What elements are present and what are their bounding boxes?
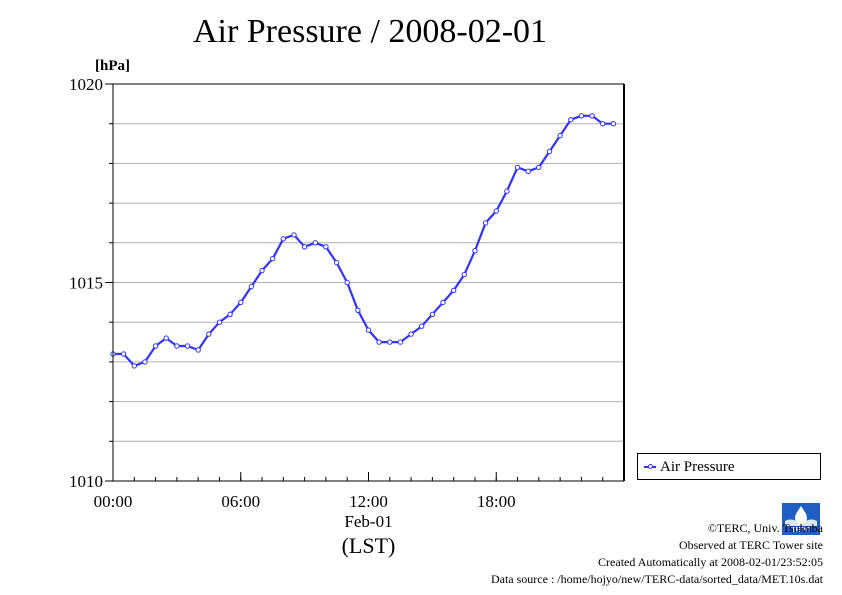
- data-point: [301, 244, 308, 250]
- data-point: [472, 248, 478, 254]
- data-point: [440, 299, 446, 306]
- logo-text: TERC: [791, 527, 811, 534]
- x-tick-label: 00:00: [94, 492, 133, 511]
- data-point: [280, 236, 286, 242]
- x-tick-label: 12:00: [349, 492, 388, 511]
- data-point: [152, 343, 159, 349]
- data-point: [248, 283, 255, 290]
- credits: ©TERC, Univ. Tsukuba Observed at TERC To…: [491, 520, 823, 588]
- data-point: [344, 279, 350, 286]
- data-point: [238, 299, 244, 306]
- data-point: [504, 188, 510, 194]
- created-text: Created Automatically at 2008-02-01/23:5…: [598, 555, 823, 569]
- data-point: [142, 359, 148, 365]
- axes: 1010 1015 1020[hPa] 00:00 06:00 12:00 18:00 Feb…: [69, 58, 625, 558]
- data-point: [568, 117, 574, 123]
- data-point: [259, 267, 265, 274]
- legend-label: Air Pressure: [660, 459, 735, 475]
- data-point: [206, 331, 212, 337]
- data-point: [536, 164, 542, 171]
- data-point: [131, 363, 138, 369]
- data-point: [323, 244, 329, 250]
- data-point: [376, 339, 382, 345]
- x-tick-label: 06:00: [221, 492, 260, 511]
- data-point: [514, 164, 521, 171]
- data-point: [365, 327, 372, 333]
- x-date-label: Feb-01: [344, 512, 392, 531]
- y-axis-label: [hPa]: [95, 58, 130, 74]
- data-point: [482, 220, 489, 226]
- data-point: [291, 232, 297, 238]
- data-point: [120, 351, 127, 357]
- data-point: [397, 339, 404, 345]
- data-point: [451, 287, 457, 294]
- data-point: [387, 339, 393, 345]
- observed-text: Observed at TERC Tower site: [678, 538, 823, 552]
- data-point: [578, 113, 585, 119]
- data-point: [333, 259, 340, 266]
- data-point: [429, 311, 436, 317]
- series-layer: [110, 113, 617, 369]
- data-point: [557, 132, 563, 139]
- data-point: [600, 121, 606, 127]
- legend: Air Pressure: [637, 453, 821, 480]
- data-point: [408, 331, 414, 337]
- data-point: [184, 343, 191, 349]
- data-point: [163, 335, 169, 341]
- data-point: [270, 256, 276, 262]
- data-point: [355, 307, 361, 313]
- data-point: [174, 343, 180, 349]
- data-point: [589, 113, 595, 119]
- x-tick-label: 18:00: [477, 492, 516, 511]
- chart-title: Air Pressure / 2008-02-01: [192, 13, 548, 50]
- data-point: [546, 148, 553, 155]
- data-point: [312, 240, 318, 246]
- data-point: [493, 208, 499, 214]
- y-tick-label: 1015: [69, 274, 103, 293]
- legend-marker: [648, 464, 653, 469]
- data-point: [419, 323, 425, 329]
- data-point: [195, 347, 201, 353]
- data-point: [610, 121, 617, 127]
- y-tick-label: 1010: [69, 472, 103, 491]
- grid-lines: [113, 123, 624, 442]
- y-tick-label: 1020: [69, 75, 103, 94]
- terc-logo: TERC: [782, 503, 820, 535]
- copyright-text: ©TERC, Univ. Tsukuba: [707, 521, 823, 535]
- series-line: [113, 114, 614, 367]
- data-point: [227, 311, 233, 317]
- data-source-text: Data source : /home/hojyo/new/TERC-data/…: [490, 572, 823, 586]
- data-point: [525, 168, 531, 175]
- x-axis-label: (LST): [342, 533, 396, 558]
- data-point: [216, 319, 223, 325]
- data-point: [461, 271, 467, 278]
